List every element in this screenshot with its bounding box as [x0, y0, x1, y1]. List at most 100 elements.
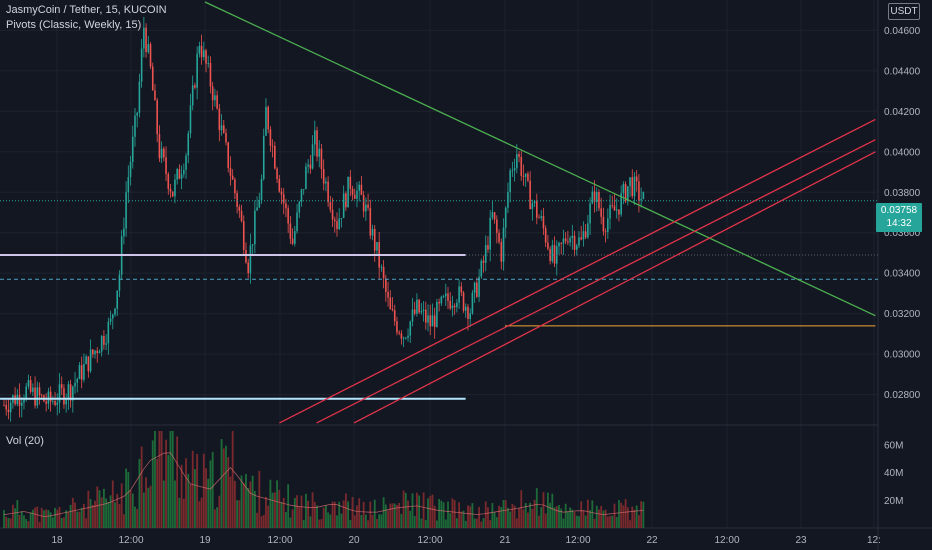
- volume-bar: [329, 514, 332, 528]
- price-tick-label: 0.02800: [884, 390, 921, 401]
- volume-bar: [453, 500, 456, 528]
- volume-bar: [220, 439, 223, 528]
- volume-bar: [91, 504, 94, 528]
- volume-bar: [298, 506, 301, 528]
- volume-bar: [58, 506, 61, 528]
- trendlines[interactable]: [204, 1, 876, 424]
- candle-body: [367, 204, 369, 208]
- candle-body: [183, 169, 185, 175]
- candle-body: [309, 164, 312, 169]
- candle-body: [496, 219, 498, 233]
- volume-bar: [202, 453, 205, 528]
- volume-bar: [120, 483, 123, 528]
- candle-body: [36, 387, 39, 406]
- candle-body: [196, 53, 198, 88]
- candle-body: [72, 386, 74, 401]
- time-tick-label: 21: [499, 535, 511, 546]
- candle-body: [582, 231, 585, 240]
- price-tick-label: 0.04600: [884, 26, 921, 37]
- candle-body: [147, 44, 150, 53]
- candle-body: [123, 228, 125, 237]
- volume-bar: [56, 509, 59, 528]
- candle-body: [165, 157, 167, 175]
- candle-body: [251, 244, 254, 246]
- candle-body: [209, 62, 212, 87]
- candle-body: [487, 245, 489, 250]
- volume-bar: [362, 501, 365, 528]
- volume-bar: [418, 495, 421, 528]
- candle-body: [176, 169, 178, 180]
- volume-bar: [160, 431, 163, 528]
- candle-body: [222, 125, 225, 133]
- price-tick-label: 0.03400: [884, 269, 921, 280]
- volume-bar: [285, 512, 287, 528]
- candle-body: [92, 349, 94, 355]
- price-axis[interactable]: 0.04600 0.04400 0.04200 0.04000 0.03800 0.036…: [884, 26, 921, 401]
- candle-body: [47, 391, 50, 404]
- volume-bar: [147, 487, 150, 528]
- volume-bar: [278, 489, 281, 528]
- candle-body: [533, 201, 536, 204]
- volume-bar: [613, 503, 616, 528]
- candle-body: [478, 276, 480, 297]
- candle-body: [360, 184, 363, 195]
- candle-body: [551, 245, 554, 262]
- volume-bar: [604, 509, 607, 528]
- time-axis[interactable]: 18 12:00 19 12:00 20 12:00 21 12:00 22 12:00 23 12:: [51, 535, 880, 546]
- volume-bar: [624, 499, 627, 528]
- volume-bar: [511, 503, 514, 528]
- volume-bar: [191, 450, 194, 528]
- candle-body: [438, 301, 440, 304]
- symbol-legend[interactable]: JasmyCoin / Tether, 15, KUCOIN: [6, 4, 167, 16]
- time-tick-label: 22: [646, 535, 658, 546]
- candle-body: [511, 170, 514, 172]
- candle-body: [25, 386, 27, 400]
- candle-body: [185, 155, 187, 170]
- candle-body: [520, 156, 523, 176]
- volume-bar: [480, 521, 483, 528]
- candle-body: [23, 399, 25, 403]
- volume-bar: [51, 517, 54, 528]
- trendline-channel-3: [353, 151, 876, 424]
- candle-body: [464, 306, 467, 311]
- volume-bar: [140, 446, 143, 528]
- candle-body: [433, 315, 436, 327]
- volume-tick-label: 40M: [884, 468, 903, 479]
- candle-body: [267, 106, 269, 130]
- volume-bar: [620, 502, 623, 528]
- candle-body: [256, 207, 258, 211]
- volume-bar: [595, 505, 598, 528]
- candle-body: [409, 321, 412, 336]
- volume-bar: [118, 504, 121, 528]
- candle-body: [336, 221, 338, 229]
- candle-body: [489, 217, 491, 250]
- volume-bar: [205, 468, 207, 528]
- pivot-indicator-legend[interactable]: Pivots (Classic, Weekly, 15): [6, 19, 142, 31]
- candle-body: [318, 148, 321, 157]
- candle-body: [393, 310, 396, 322]
- volume-bar: [498, 505, 500, 528]
- volume-bar: [142, 492, 145, 528]
- candle-body: [302, 189, 305, 190]
- volume-bar: [371, 514, 374, 528]
- candle-body: [449, 300, 452, 309]
- candle-body: [589, 203, 591, 224]
- candle-body: [125, 192, 127, 229]
- volume-bar: [635, 505, 638, 528]
- candle-body: [642, 191, 645, 200]
- volume-bar: [495, 517, 498, 528]
- volume-bar: [260, 516, 263, 528]
- candle-body: [562, 238, 565, 244]
- currency-badge[interactable]: USDT: [888, 3, 920, 20]
- candle-body: [380, 266, 383, 268]
- volume-bar: [562, 518, 565, 528]
- volume-bar: [122, 514, 125, 528]
- volume-bar: [400, 513, 403, 528]
- volume-legend[interactable]: Vol (20): [6, 435, 44, 447]
- volume-bar: [606, 516, 609, 528]
- volume-bar: [580, 501, 583, 528]
- candle-body: [396, 321, 398, 333]
- volume-bar: [602, 510, 605, 528]
- candle-body: [389, 297, 392, 310]
